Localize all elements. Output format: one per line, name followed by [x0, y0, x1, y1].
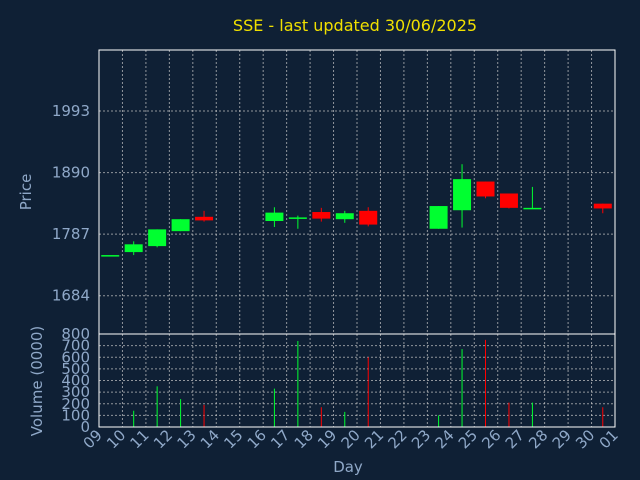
candle-body [101, 255, 120, 257]
volume-tick-label: 600 [61, 348, 90, 366]
candle-body [359, 210, 378, 225]
x-tick-label: 23 [408, 426, 434, 452]
price-tick-label: 1787 [52, 225, 90, 243]
candle-body [476, 181, 495, 197]
price-tick-label: 1890 [52, 164, 90, 182]
candle-body [288, 217, 307, 219]
chart-title: SSE - last updated 30/06/2025 [233, 16, 477, 35]
candle-body [124, 244, 143, 253]
x-tick-label: 26 [478, 426, 504, 452]
volume-tick-label: 300 [61, 383, 90, 401]
candle-body [499, 193, 518, 208]
x-tick-label: 16 [244, 426, 270, 452]
x-tick-label: 10 [103, 426, 129, 452]
candle-body [593, 203, 612, 209]
candle-body [312, 212, 331, 219]
x-tick-label: 28 [525, 426, 551, 452]
x-tick-label: 11 [127, 426, 153, 452]
candle-body [265, 212, 284, 221]
price-panel: 1684 1787 1890 1993 [52, 49, 616, 335]
volume-tick-label: 200 [61, 395, 90, 413]
candle-body [335, 213, 354, 220]
x-tick-label: 25 [455, 426, 481, 452]
price-axis-label: Price [17, 174, 35, 211]
x-tick-label: 27 [502, 426, 528, 452]
price-tick-label: 1993 [52, 102, 90, 120]
x-tick-label: 13 [173, 426, 199, 452]
x-tick-labels: 0910111213141516171819202122232425262728… [80, 426, 622, 452]
x-tick-label: 21 [361, 426, 387, 452]
candle-body [523, 207, 542, 210]
x-tick-label: 30 [572, 426, 598, 452]
volume-tick-label: 500 [61, 360, 90, 378]
candle-body [453, 179, 472, 211]
volume-tick-label: 700 [61, 337, 90, 355]
x-tick-label: 15 [220, 426, 246, 452]
volume-axis-label: Volume (0000) [28, 326, 46, 436]
candle-body [148, 229, 167, 247]
x-tick-label: 18 [291, 426, 317, 452]
x-tick-label: 17 [267, 426, 293, 452]
x-tick-label: 19 [314, 426, 340, 452]
volume-plot-border [98, 333, 616, 428]
volume-tick-label: 800 [61, 325, 90, 343]
x-tick-label: 01 [596, 426, 622, 452]
candle-body [429, 206, 448, 229]
x-tick-label: 29 [549, 426, 575, 452]
volume-tick-label: 0 [80, 418, 90, 436]
candle-body [171, 219, 190, 232]
x-tick-label: 12 [150, 426, 176, 452]
x-tick-label: 24 [431, 426, 457, 452]
x-tick-label: 22 [385, 426, 411, 452]
volume-tick-label: 400 [61, 372, 90, 390]
price-tick-label: 1684 [52, 287, 90, 305]
x-axis-label: Day [333, 458, 363, 476]
candle-body [195, 216, 214, 221]
volume-tick-label: 100 [61, 406, 90, 424]
x-tick-label: 14 [197, 426, 223, 452]
x-tick-label: 20 [338, 426, 364, 452]
